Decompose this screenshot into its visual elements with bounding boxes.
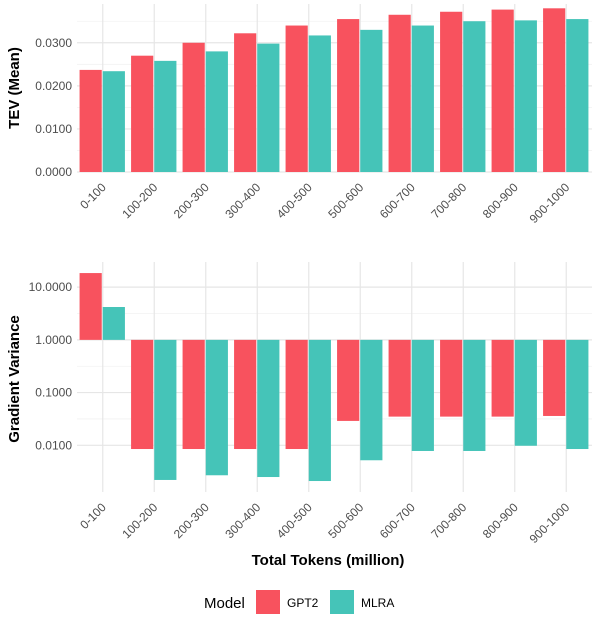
legend-label-mlra: MLRA: [361, 596, 394, 610]
x-tick-label: 700-800: [428, 180, 469, 221]
y-tick-label: 0.0000: [35, 165, 72, 179]
x-tick-label: 100-200: [119, 500, 160, 541]
x-tick-label: 200-300: [171, 180, 212, 221]
bar-mlra-0-100: [102, 307, 125, 340]
x-tick-label: 600-700: [377, 500, 418, 541]
x-tick-label: 0-100: [77, 180, 109, 212]
x-tick-label: 200-300: [171, 500, 212, 541]
y-tick-label: 10.0000: [29, 280, 73, 294]
bar-gpt2-600-700: [388, 339, 411, 417]
tev-bars: [79, 8, 589, 173]
bar-mlra-900-1000: [566, 339, 589, 450]
bar-gpt2-400-500: [285, 25, 308, 172]
bar-gpt2-500-600: [337, 19, 360, 173]
legend-swatch-mlra: [330, 590, 354, 614]
x-tick-label: 700-800: [428, 500, 469, 541]
bar-mlra-600-700: [411, 339, 434, 451]
x-tick-label: 900-1000: [527, 180, 573, 226]
gradient-variance-x-ticks: 0-100 100-200 200-300 300-400 400-500 500-600…: [77, 500, 572, 546]
y-tick-label: 0.0300: [35, 36, 72, 50]
x-tick-label: 400-500: [274, 500, 315, 541]
y-tick-label: 0.0100: [35, 438, 72, 452]
gradient-variance-panel: 0.0100 0.1000 1.0000 10.0000 0-100 100-200 20…: [6, 262, 592, 569]
bar-gpt2-800-900: [491, 339, 514, 417]
bar-gpt2-600-700: [388, 14, 411, 173]
x-tick-label: 800-900: [480, 180, 521, 221]
bar-mlra-500-600: [360, 339, 383, 461]
bar-mlra-700-800: [463, 21, 486, 172]
gradient-variance-y-axis-title: Gradient Variance: [6, 315, 23, 443]
bar-gpt2-200-300: [182, 42, 205, 173]
bar-gpt2-700-800: [440, 11, 463, 173]
bar-gpt2-300-400: [234, 339, 257, 450]
gradient-variance-y-ticks: 0.0100 0.1000 1.0000 10.0000: [29, 280, 73, 452]
y-tick-label: 0.1000: [35, 386, 72, 400]
x-axis-title: Total Tokens (million): [252, 552, 405, 569]
bar-mlra-500-600: [360, 29, 383, 172]
bar-mlra-200-300: [205, 339, 228, 476]
tev-x-ticks: 0-100 100-200 200-300 300-400 400-500 500-600…: [77, 180, 572, 226]
bar-mlra-700-800: [463, 339, 486, 451]
x-tick-label: 900-1000: [527, 500, 573, 546]
bar-gpt2-100-200: [131, 55, 154, 172]
bar-gpt2-900-1000: [543, 8, 566, 172]
y-tick-label: 1.0000: [35, 333, 72, 347]
bar-mlra-200-300: [205, 51, 228, 173]
bar-gpt2-700-800: [440, 339, 463, 417]
bar-mlra-300-400: [257, 339, 280, 478]
bar-gpt2-200-300: [182, 339, 205, 450]
x-tick-label: 500-600: [325, 500, 366, 541]
bar-gpt2-800-900: [491, 9, 514, 172]
tev-y-ticks: 0.0000 0.0100 0.0200 0.0300: [35, 36, 72, 179]
bar-mlra-100-200: [154, 339, 177, 480]
y-tick-label: 0.0100: [35, 122, 72, 136]
bar-gpt2-900-1000: [543, 339, 566, 416]
bar-gpt2-400-500: [285, 339, 308, 450]
bar-mlra-100-200: [154, 60, 177, 172]
legend-swatch-gpt2: [256, 590, 280, 614]
bar-mlra-800-900: [514, 339, 537, 446]
bar-gpt2-300-400: [234, 33, 257, 172]
bar-gpt2-100-200: [131, 339, 154, 450]
bar-gpt2-0-100: [79, 273, 102, 340]
legend: Model GPT2 MLRA: [204, 590, 394, 614]
bar-mlra-900-1000: [566, 19, 589, 173]
x-tick-label: 300-400: [222, 500, 263, 541]
tev-mean-panel: 0.0000 0.0100 0.0200 0.0300 0-100 100-200 200…: [6, 4, 592, 226]
bar-mlra-0-100: [102, 71, 125, 172]
legend-title: Model: [204, 595, 245, 612]
bar-gpt2-0-100: [79, 69, 102, 172]
bar-gpt2-500-600: [337, 339, 360, 421]
x-tick-label: 300-400: [222, 180, 263, 221]
bar-mlra-600-700: [411, 25, 434, 172]
x-tick-label: 800-900: [480, 500, 521, 541]
bar-mlra-400-500: [308, 35, 331, 173]
bar-mlra-800-900: [514, 20, 537, 172]
tev-y-axis-title: TEV (Mean): [6, 47, 23, 129]
bar-mlra-300-400: [257, 43, 280, 172]
gradient-variance-bars: [79, 273, 589, 482]
legend-label-gpt2: GPT2: [287, 596, 319, 610]
y-tick-label: 0.0200: [35, 79, 72, 93]
x-tick-label: 100-200: [119, 180, 160, 221]
bar-mlra-400-500: [308, 339, 331, 482]
x-tick-label: 0-100: [77, 500, 109, 532]
x-tick-label: 500-600: [325, 180, 366, 221]
x-tick-label: 600-700: [377, 180, 418, 221]
x-tick-label: 400-500: [274, 180, 315, 221]
